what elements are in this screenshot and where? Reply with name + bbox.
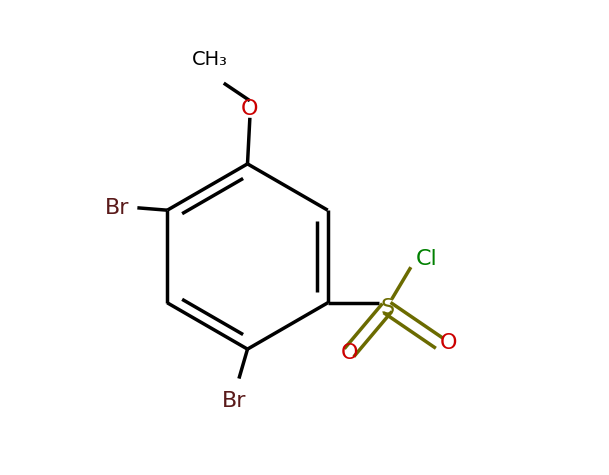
Text: O: O — [439, 333, 457, 353]
Text: Br: Br — [222, 391, 247, 411]
Text: Cl: Cl — [415, 248, 437, 269]
Text: S: S — [380, 297, 394, 318]
Text: CH₃: CH₃ — [192, 50, 227, 69]
Text: O: O — [241, 99, 259, 119]
Text: Br: Br — [105, 198, 130, 218]
Text: O: O — [340, 342, 358, 363]
